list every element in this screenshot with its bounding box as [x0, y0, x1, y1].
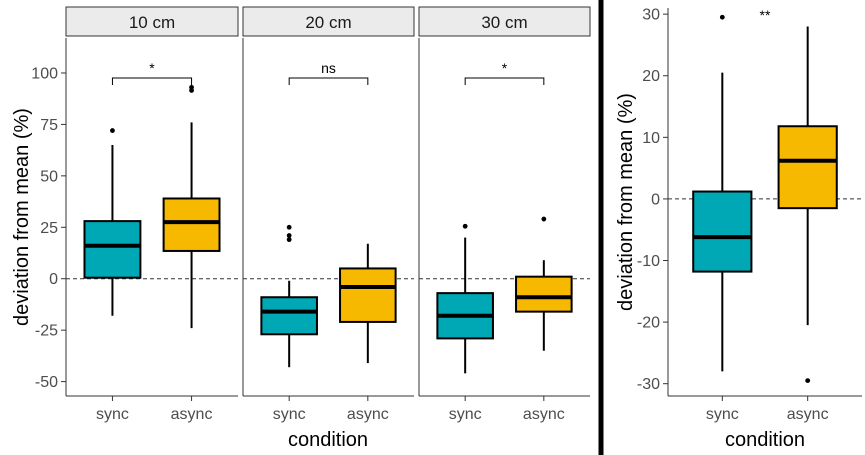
significance-bracket-facet-0: [111, 77, 193, 85]
facet-1-sync-outlier-0: [286, 237, 292, 243]
y-axis-title-left: deviation from mean (%): [11, 108, 33, 326]
right-sync-x-tick-label: sync: [706, 406, 739, 423]
facet-strip-2: [418, 6, 591, 37]
facet-0-async-outlier-1: [189, 84, 194, 90]
y-tick-label-right-5: 20: [642, 68, 660, 85]
y-tick-label-left-3: 25: [40, 220, 58, 237]
y-tick-label-right-6: 30: [642, 7, 660, 24]
facet-strip-label-1: 20 cm: [305, 13, 351, 32]
right-sync-box: [692, 190, 753, 273]
significance-label-facet-0: *: [149, 60, 155, 76]
y-tick-label-left-0: -50: [35, 374, 58, 391]
facet-2-sync-x-tick-label: sync: [449, 406, 482, 423]
facet-1-sync-outlier-2: [286, 224, 292, 230]
y-tick-label-left-4: 50: [40, 168, 58, 185]
x-axis-title-right: condition: [725, 429, 805, 451]
significance-bracket-facet-2: [464, 77, 545, 85]
y-tick-label-left-5: 75: [40, 117, 58, 134]
significance-label-facet-1: ns: [321, 60, 336, 76]
right-sync-outlier-0: [719, 14, 725, 20]
significance-label-facet-2: *: [502, 60, 508, 76]
y-tick-label-right-1: -20: [637, 315, 660, 332]
facet-strip-label-0: 10 cm: [129, 13, 175, 32]
facet-2-async-outlier-0: [541, 216, 547, 222]
facet-1-async-x-tick-label: async: [347, 406, 389, 423]
right-async-box: [777, 125, 838, 210]
y-tick-label-right-3: 0: [651, 191, 660, 208]
facet-2-async-box: [515, 275, 573, 313]
y-axis-title-right: deviation from mean (%): [615, 93, 637, 311]
facet-2-sync-outlier-0: [462, 223, 468, 229]
y-tick-label-left-1: -25: [35, 323, 58, 340]
facet-strip-label-2: 30 cm: [481, 13, 527, 32]
facet-0-sync-x-tick-label: sync: [96, 406, 129, 423]
facet-strip-1: [242, 6, 415, 37]
right-async-outlier-0: [805, 378, 811, 384]
facet-0-async-x-tick-label: async: [171, 406, 213, 423]
y-tick-label-right-0: -30: [637, 376, 660, 393]
y-tick-label-left-2: 0: [49, 271, 58, 288]
x-axis-title-left: condition: [288, 429, 368, 451]
y-tick-label-right-4: 10: [642, 130, 660, 147]
facet-strip-0: [65, 6, 239, 37]
facet-1-async-box: [339, 267, 397, 323]
facet-0-async-box: [162, 197, 221, 252]
facet-0-sync-box: [83, 220, 142, 279]
significance-label-right: **: [760, 7, 771, 23]
significance-bracket-facet-1: [288, 77, 369, 85]
facet-1-sync-outlier-1: [286, 233, 292, 238]
facet-1-sync-box: [260, 296, 318, 336]
y-tick-label-left-6: 100: [31, 65, 58, 82]
y-tick-label-right-2: -10: [637, 253, 660, 270]
facet-1-sync-x-tick-label: sync: [273, 406, 306, 423]
facet-0-sync-outlier-0: [110, 128, 115, 133]
facet-2-async-x-tick-label: async: [523, 406, 565, 423]
right-async-x-tick-label: async: [787, 406, 829, 423]
